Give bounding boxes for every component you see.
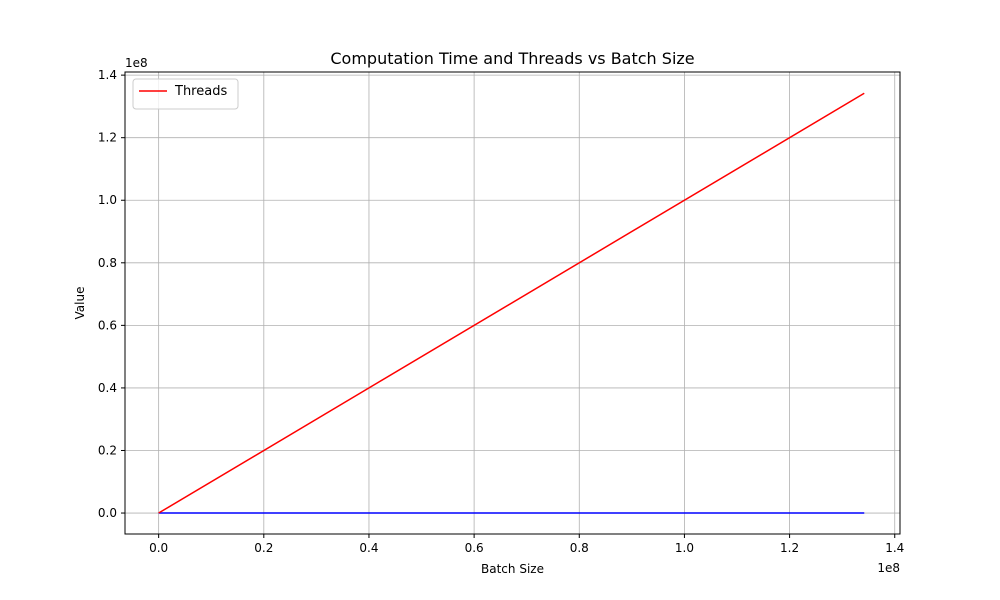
x-tick-label: 0.2 xyxy=(254,541,273,555)
series-layer xyxy=(158,92,865,514)
y-tick-label: 1.0 xyxy=(98,193,117,207)
x-tick-label: 0.6 xyxy=(465,541,484,555)
x-tick-label: 1.4 xyxy=(885,541,904,555)
y-tick-label: 1.4 xyxy=(98,68,117,82)
legend-box xyxy=(132,78,239,110)
y-axis-label: Value xyxy=(73,287,87,320)
y-tick-label: 0.0 xyxy=(98,506,117,520)
y-offset-label: 1e8 xyxy=(125,56,148,70)
x-tick-label: 0.4 xyxy=(359,541,378,555)
legend: Threads xyxy=(132,78,239,110)
x-tick-label: 0.8 xyxy=(570,541,589,555)
legend-label: Threads xyxy=(174,84,227,99)
x-axis-label: Batch Size xyxy=(481,562,544,576)
plot-frame xyxy=(124,71,901,535)
x-offset-label: 1e8 xyxy=(877,561,900,575)
y-tick-label: 0.4 xyxy=(98,381,117,395)
x-tick-label: 1.2 xyxy=(780,541,799,555)
y-tick-label: 1.2 xyxy=(98,131,117,145)
x-tick-label: 1.0 xyxy=(675,541,694,555)
ticks: 0.0 0.2 0.4 0.6 0.8 1.0 1.2 1.4 0.0 0.2 0.4 0.6 0.8 1… xyxy=(98,68,904,555)
series-line xyxy=(158,92,865,514)
chart-title: Computation Time and Threads vs Batch Si… xyxy=(330,49,694,68)
y-tick-label: 0.8 xyxy=(98,256,117,270)
x-tick-label: 0.0 xyxy=(149,541,168,555)
y-tick-label: 0.6 xyxy=(98,318,117,332)
y-tick-label: 0.2 xyxy=(98,443,117,457)
